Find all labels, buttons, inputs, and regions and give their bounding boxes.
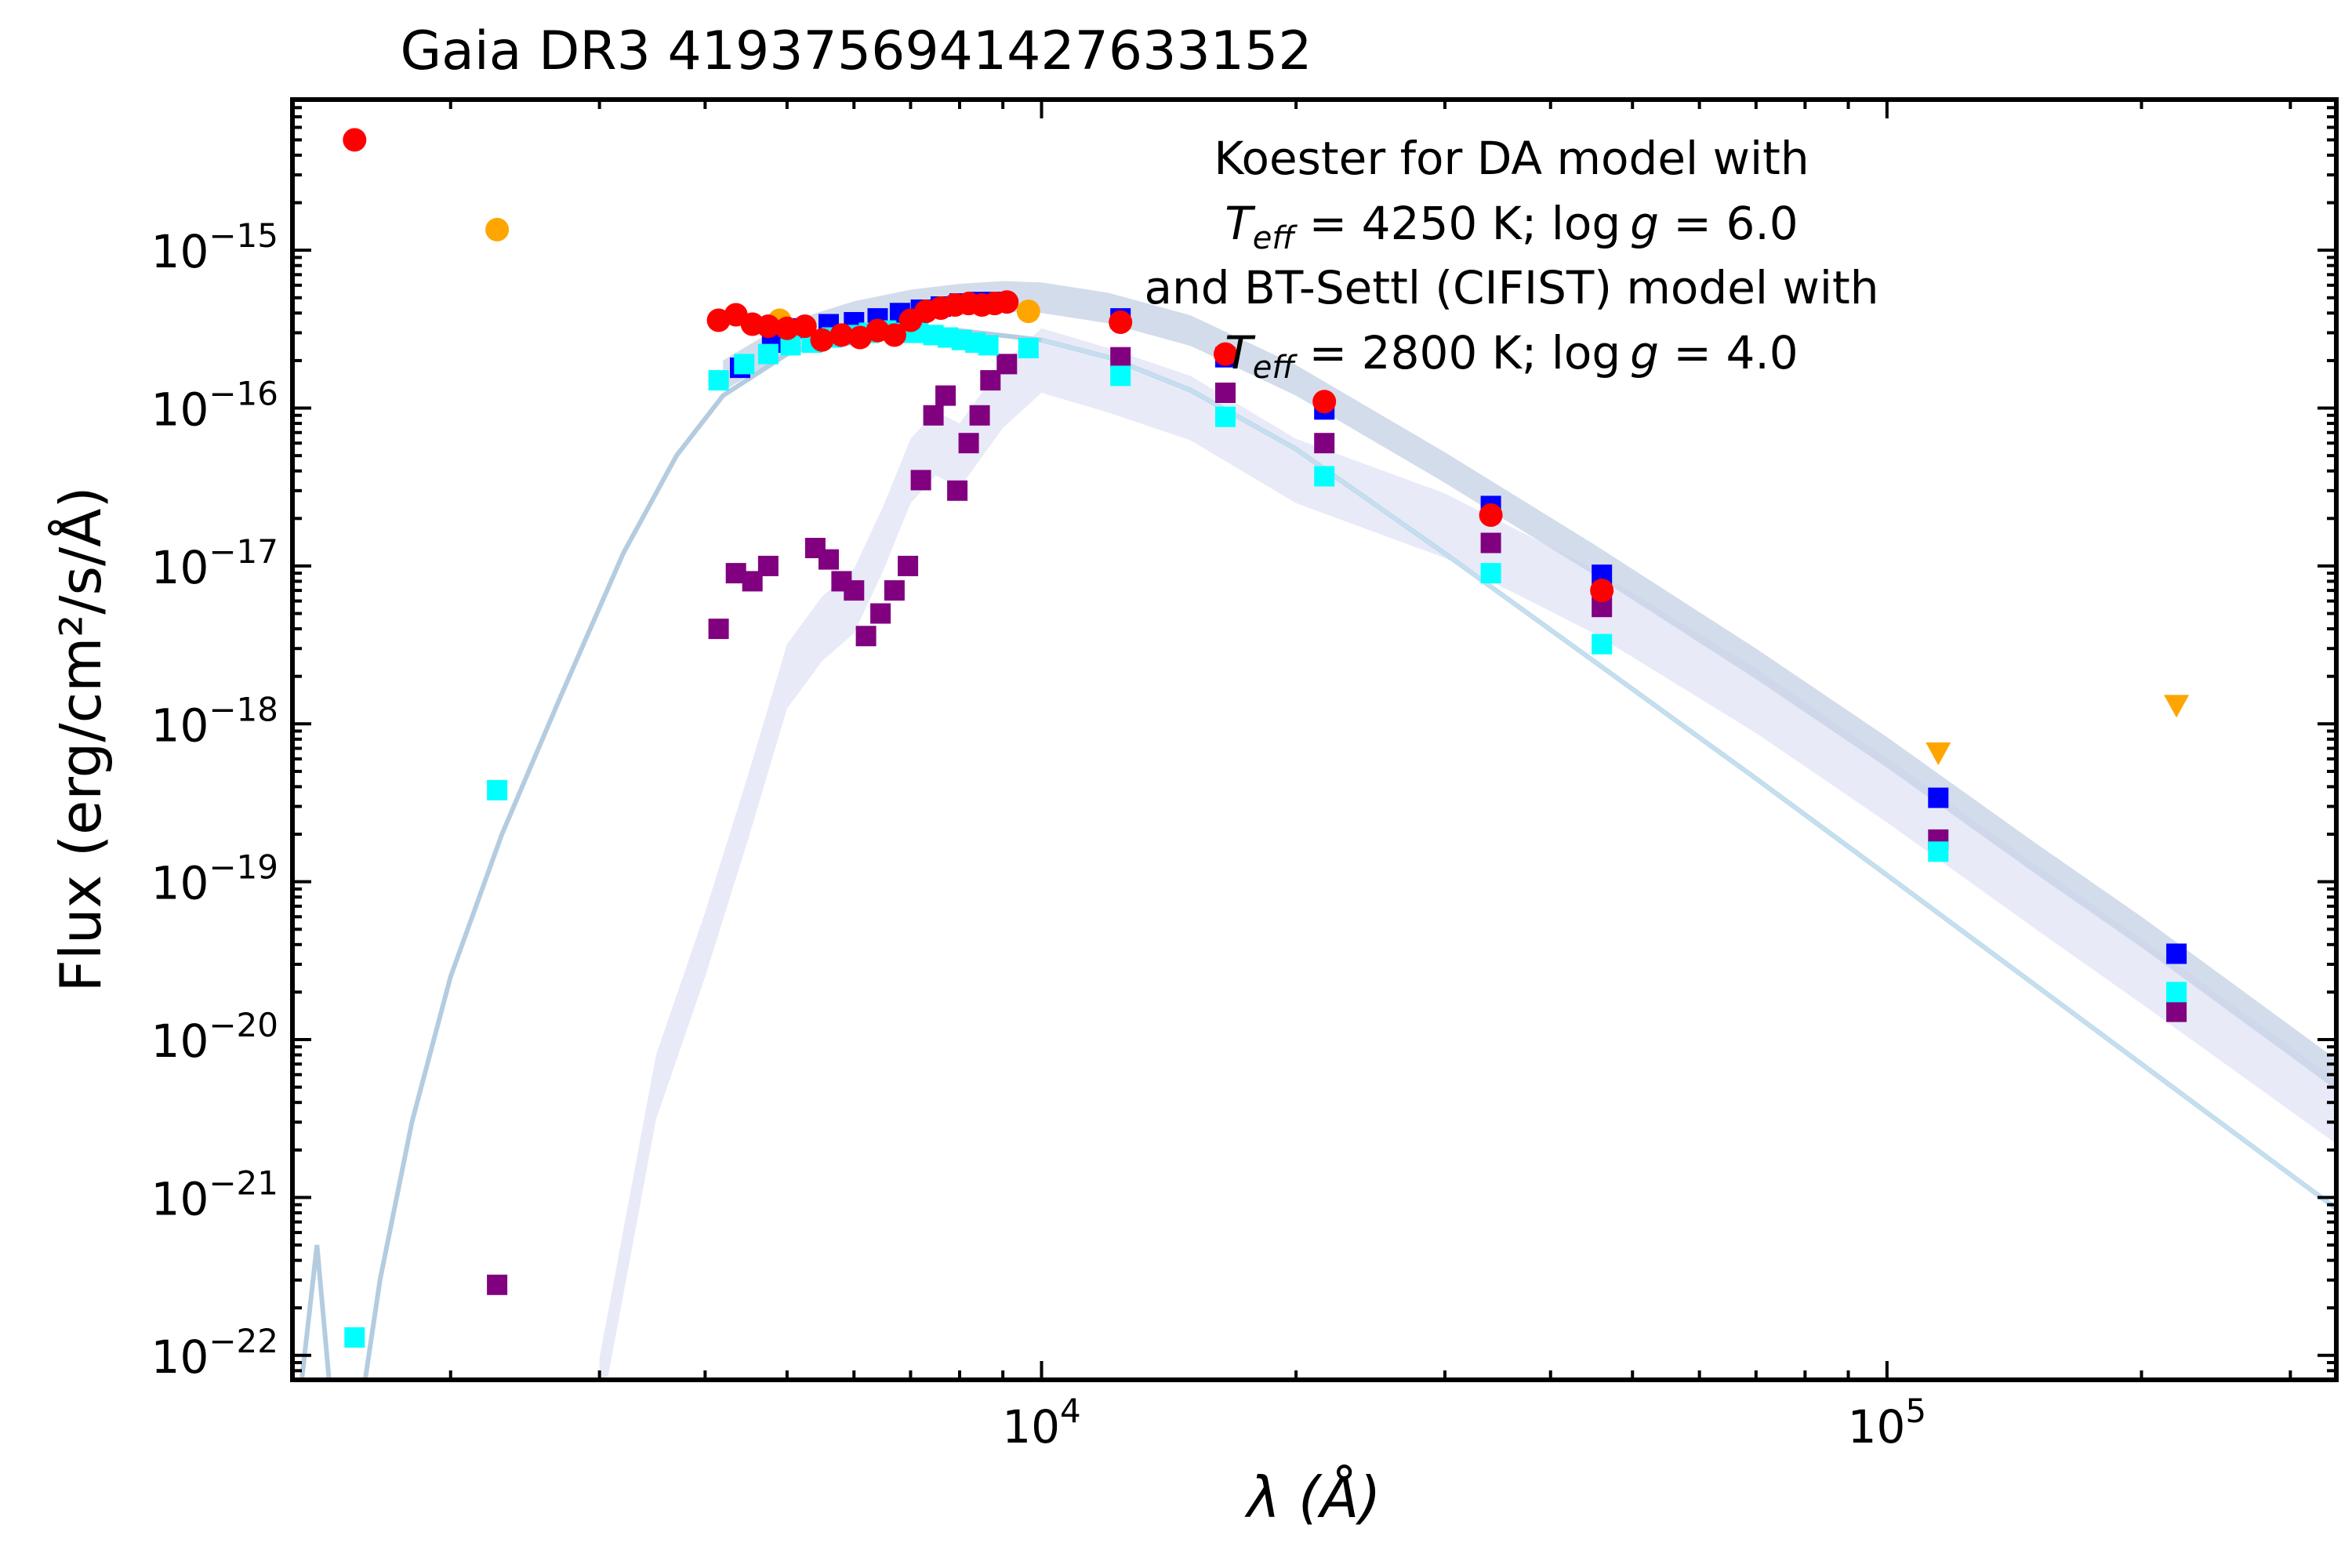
bd-model-point xyxy=(1314,433,1335,454)
upper-limit-marker xyxy=(1926,742,1951,765)
annotation-line-3: and BT-Settl (CIFIST) model with xyxy=(1144,261,1878,314)
data-markers xyxy=(343,128,2190,1348)
wd-model-point xyxy=(1928,841,1949,862)
bd-model-point xyxy=(855,626,877,647)
wd-model-point xyxy=(1592,633,1613,655)
x-tick-label: 104 xyxy=(1002,1392,1081,1454)
wd-model-point xyxy=(1018,338,1039,358)
plot-frame xyxy=(290,97,2339,1382)
bd-model-point xyxy=(969,405,990,426)
observed-point xyxy=(1590,579,1614,603)
wd-model-tail xyxy=(1040,338,2336,1210)
bd-model-point xyxy=(996,354,1018,375)
y-axis-label: Flux (erg/cm²/s/Å) xyxy=(48,486,114,992)
observed-point xyxy=(829,323,854,347)
bd-model-point xyxy=(1480,532,1501,554)
wd-model-point xyxy=(344,1327,365,1348)
bd-model-point xyxy=(1215,383,1236,403)
annotation-line-4: Teff = 2800 K; log g = 4.0 xyxy=(1225,326,1798,386)
observed-point xyxy=(810,328,834,352)
wd-model-point xyxy=(734,354,755,375)
y-tick-label: 10−21 xyxy=(151,1163,278,1225)
x-axis-label: λ (Å) xyxy=(1244,1465,1381,1530)
observed-point xyxy=(1214,342,1237,366)
total-model-point xyxy=(1928,787,1949,808)
wd-model-point xyxy=(1110,365,1131,387)
observed-point xyxy=(882,323,906,347)
annotation-line-4-sub: eff xyxy=(1253,350,1298,386)
annotation-line-2-mid: = 4250 K; log xyxy=(1294,197,1621,250)
observed-point xyxy=(1312,390,1337,414)
bd-model-point xyxy=(818,549,839,570)
wd-model-point xyxy=(1215,406,1236,427)
bd-model-point xyxy=(844,580,865,601)
y-tick-label: 10−19 xyxy=(151,848,278,910)
annotation-line-2-teff: T xyxy=(1225,197,1256,250)
y-tick-label: 10−22 xyxy=(151,1322,278,1384)
chart-title: Gaia DR3 4193756941427633152 xyxy=(400,20,1312,82)
bd-model-point xyxy=(935,385,956,406)
annotation-line-2-g: g xyxy=(1630,197,1659,250)
annotation-line-2: Teff = 4250 K; log g = 6.0 xyxy=(1225,197,1798,256)
observed-point-orange xyxy=(1016,299,1040,324)
annotation-line-1: Koester for DA model with xyxy=(1214,132,1809,185)
bd-model-point xyxy=(884,580,905,601)
bd-spectrum-band xyxy=(599,328,2336,1380)
upper-limit-marker xyxy=(2164,695,2190,718)
observed-point xyxy=(1109,310,1133,334)
wd-model-point xyxy=(708,370,729,391)
total-model-point xyxy=(2166,943,2187,964)
bd-model-point xyxy=(757,555,779,576)
bd-model-point xyxy=(487,1274,508,1295)
observed-point xyxy=(775,316,799,340)
bd-model-point xyxy=(870,603,891,624)
bd-model-point xyxy=(958,433,979,454)
bd-model-point xyxy=(947,480,968,501)
bd-model-point xyxy=(2166,1001,2187,1022)
y-tick-label: 10−17 xyxy=(151,532,278,594)
x-tick-label: 105 xyxy=(1848,1392,1927,1454)
bd-model-point xyxy=(898,555,919,576)
observed-point xyxy=(793,314,817,339)
wd-model-point xyxy=(1480,563,1501,584)
wd-model-point xyxy=(978,335,999,356)
y-tick-label: 10−16 xyxy=(151,375,278,437)
y-tick-label: 10−18 xyxy=(151,690,278,752)
wd-model-point xyxy=(487,779,508,800)
bd-model-point xyxy=(910,470,931,491)
annotation-line-4-mid: = 2800 K; log xyxy=(1294,326,1621,379)
wd-model-point xyxy=(1314,466,1335,487)
annotation-line-2-sub: eff xyxy=(1253,220,1298,256)
wd-model-point xyxy=(757,343,779,365)
annotation-line-4-g: g xyxy=(1630,326,1659,379)
annotation-line-4-teff: T xyxy=(1225,326,1256,379)
observed-point xyxy=(756,314,780,339)
y-tick-label: 10−20 xyxy=(151,1006,278,1068)
wd-model-point xyxy=(2166,982,2187,1003)
annotation-line-2-end: = 6.0 xyxy=(1659,197,1798,250)
annotation-line-4-end: = 4.0 xyxy=(1659,326,1798,379)
observed-point xyxy=(995,290,1019,314)
observed-point xyxy=(848,325,872,350)
bd-model-point xyxy=(1110,347,1131,368)
y-tick-label: 10−15 xyxy=(151,216,278,278)
observed-point xyxy=(1479,503,1503,527)
model-annotation: Koester for DA model with Teff = 4250 K;… xyxy=(1144,132,1878,386)
tick-labels: 104 105 10−15 10−16 10−17 10−18 10−19 10−20 10−2… xyxy=(151,216,1927,1454)
bd-model-point xyxy=(708,619,729,640)
bd-model-point xyxy=(923,405,944,426)
observed-point-orange xyxy=(485,217,510,241)
observed-point xyxy=(343,128,367,152)
